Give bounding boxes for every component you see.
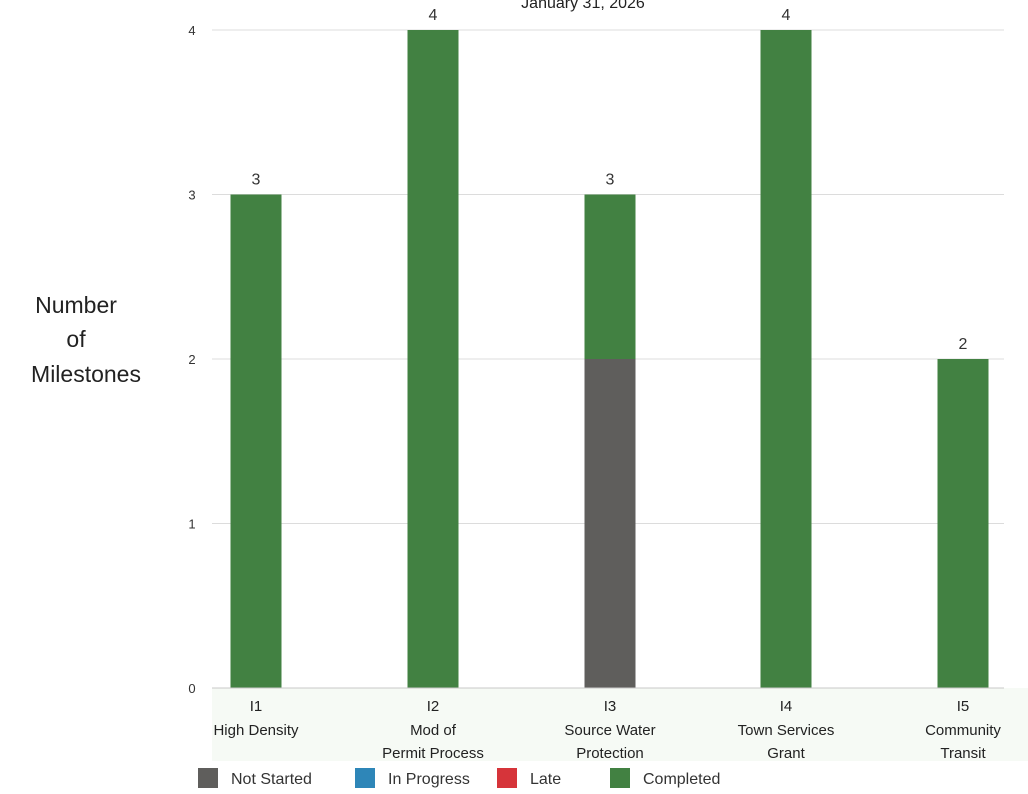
y-tick-label: 3 (188, 188, 195, 203)
x-tick-code: I2 (427, 698, 440, 715)
y-axis-label-line3: Milestones (31, 361, 141, 387)
x-tick-label-line1: Source Water (564, 722, 655, 739)
x-tick-label-line2: Grant (767, 745, 805, 762)
x-tick-label-line2: Protection (576, 745, 644, 762)
legend-swatch (610, 768, 630, 788)
bar-total-label: 4 (782, 7, 791, 24)
legend-label: Completed (643, 771, 720, 788)
x-tick-label-line1: Mod of (410, 722, 457, 739)
x-tick-code: I1 (250, 698, 263, 715)
x-tick-label-line1: Town Services (738, 722, 835, 739)
bar-total-label: 2 (959, 336, 968, 353)
report-date: January 31, 2026 (521, 0, 645, 12)
bar-completed (230, 194, 282, 688)
x-tick-code: I3 (604, 698, 617, 715)
y-axis-label-line2: of (66, 326, 86, 352)
x-tick-i4: I4 Town Services Grant (738, 698, 835, 762)
bar-total-label: 3 (252, 172, 261, 189)
legend-label: Late (530, 771, 561, 788)
bar-completed (584, 194, 636, 359)
legend-item-completed: Completed (610, 768, 720, 788)
y-tick-label: 0 (188, 681, 195, 696)
x-tick-i3: I3 Source Water Protection (564, 698, 655, 762)
x-tick-code: I4 (780, 698, 793, 715)
y-axis-label: Number of Milestones (31, 292, 141, 387)
x-axis-ticks: I1 High Density I2 Mod of Permit Process I3 So… (213, 698, 1001, 762)
legend: Not Started In Progress Late Completed (198, 768, 720, 788)
y-tick-label: 1 (188, 517, 195, 532)
legend-swatch (198, 768, 218, 788)
y-axis-ticks: 0 1 2 3 4 (188, 23, 195, 696)
bar-total-label: 3 (606, 172, 615, 189)
bar-completed (760, 30, 812, 688)
legend-swatch (497, 768, 517, 788)
x-tick-i5: I5 Community Transit (925, 698, 1001, 762)
y-tick-label: 4 (188, 23, 195, 38)
x-tick-label-line2: Permit Process (382, 745, 484, 762)
legend-label: Not Started (231, 771, 312, 788)
y-axis-label-line1: Number (35, 292, 117, 318)
x-tick-label-line2: Transit (940, 745, 986, 762)
legend-swatch (355, 768, 375, 788)
bar-completed (407, 30, 459, 688)
bar-total-label: 4 (429, 7, 438, 24)
legend-label: In Progress (388, 771, 470, 788)
bar-not-started (584, 359, 636, 688)
data-labels: 3 4 3 4 2 (252, 7, 968, 353)
legend-item-in-progress: In Progress (355, 768, 470, 788)
legend-item-late: Late (497, 768, 561, 788)
x-tick-label-line1: High Density (213, 722, 299, 739)
bar-completed (937, 359, 989, 688)
category-band (212, 688, 1028, 761)
x-tick-i1: I1 High Density (213, 698, 299, 739)
y-tick-label: 2 (188, 352, 195, 367)
x-tick-label-line1: Community (925, 722, 1001, 739)
bars (230, 30, 989, 688)
x-tick-code: I5 (957, 698, 970, 715)
legend-item-not-started: Not Started (198, 768, 312, 788)
x-tick-i2: I2 Mod of Permit Process (382, 698, 484, 762)
